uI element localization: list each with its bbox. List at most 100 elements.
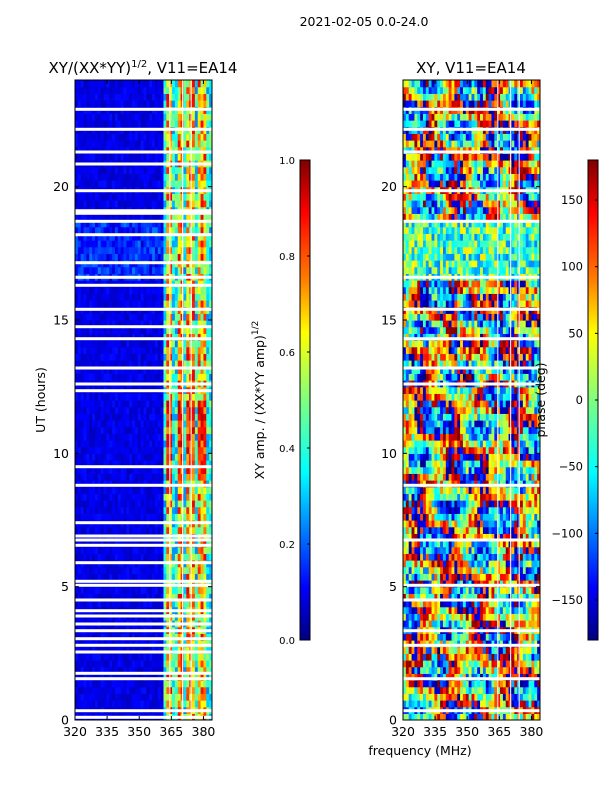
heatmap-cell [172,140,176,148]
heatmap-cell [157,513,162,521]
heatmap-cell [86,473,90,481]
heatmap-cell [146,513,150,521]
heatmap-cell [146,253,150,261]
heatmap-cell [152,240,156,248]
heatmap-cell [112,693,116,701]
heatmap-cell [152,693,156,701]
heatmap-cell [422,700,427,708]
heatmap-cell [86,506,90,514]
heatmap-cell [152,233,156,241]
heatmap-cell [203,466,207,474]
heatmap-cell [172,433,176,441]
heatmap-cell [137,313,142,321]
heatmap-cell [143,120,147,128]
heatmap-cell [123,153,127,161]
heatmap-cell [117,433,122,441]
heatmap-cell [86,173,90,181]
heatmap-cell [203,220,207,228]
heatmap-cell [114,440,119,448]
heatmap-cell [143,246,147,254]
heatmap-cell [109,466,113,474]
heatmap-cell [140,393,145,401]
heatmap-cell [172,573,176,581]
heatmap-cell [75,86,79,94]
heatmap-cell [192,413,196,421]
heatmap-cell [103,680,107,688]
heatmap-cell [420,693,424,701]
heatmap-cell [77,406,82,414]
heatmap-cell [172,660,176,668]
heatmap-cell [117,393,122,401]
heatmap-cell [126,166,130,174]
heatmap-cell [206,586,210,594]
heatmap-cell [194,413,199,421]
heatmap-cell [194,566,199,574]
amplitude-colorbar-label-sup: 1/2 [251,321,261,335]
heatmap-cell [163,413,167,421]
heatmap-cell [192,566,196,574]
heatmap-cell [149,646,153,654]
heatmap-cell [177,326,182,334]
heatmap-cell [143,320,147,328]
heatmap-cell [200,93,205,101]
heatmap-cell [152,246,156,254]
heatmap-cell [468,693,473,701]
heatmap-cell [86,646,90,654]
heatmap-cell [80,593,85,601]
heatmap-cell [92,113,96,121]
heatmap-cell [154,480,159,488]
flagged-row [75,233,212,237]
heatmap-cell [120,266,125,274]
heatmap-cell [137,326,142,334]
heatmap-cell [86,153,90,161]
heatmap-cell [183,460,187,468]
heatmap-cell [166,480,170,488]
heatmap-cell [103,80,107,88]
heatmap-cell [83,526,88,534]
heatmap-cell [403,713,407,720]
heatmap-cell [146,440,150,448]
heatmap-cell [206,646,210,654]
heatmap-cell [183,233,187,241]
heatmap-cell [146,220,150,228]
heatmap-cell [157,406,162,414]
heatmap-cell [97,400,102,408]
heatmap-cell [94,453,99,461]
heatmap-cell [123,500,127,508]
heatmap-cell [132,413,136,421]
heatmap-cell [100,480,105,488]
heatmap-cell [166,120,170,128]
heatmap-cell [123,540,127,548]
heatmap-cell [411,693,416,701]
heatmap-cell [114,226,119,234]
heatmap-cell [94,400,99,408]
heatmap-cell [442,713,447,720]
heatmap-cell [192,586,196,594]
heatmap-cell [140,660,145,668]
heatmap-cell [89,573,93,581]
heatmap-cell [194,140,199,148]
heatmap-cell [77,686,82,694]
heatmap-cell [174,593,179,601]
heatmap-cell [94,546,99,554]
heatmap-cell [134,540,139,548]
heatmap-cell [172,133,176,141]
heatmap-cell [103,580,107,588]
heatmap-cell [106,93,110,101]
heatmap-cell [75,480,79,488]
heatmap-cell [157,686,162,694]
heatmap-cell [114,240,119,248]
heatmap-cell [132,686,136,694]
heatmap-cell [132,466,136,474]
heatmap-cell [154,120,159,128]
heatmap-cell [75,580,79,588]
heatmap-cell [137,686,142,694]
heatmap-cell [137,233,142,241]
heatmap-cell [132,313,136,321]
heatmap-cell [169,360,173,368]
heatmap-cell [163,460,167,468]
heatmap-cell [97,553,102,561]
heatmap-cell [94,133,99,141]
heatmap-cell [92,540,96,548]
heatmap-cell [114,293,119,301]
